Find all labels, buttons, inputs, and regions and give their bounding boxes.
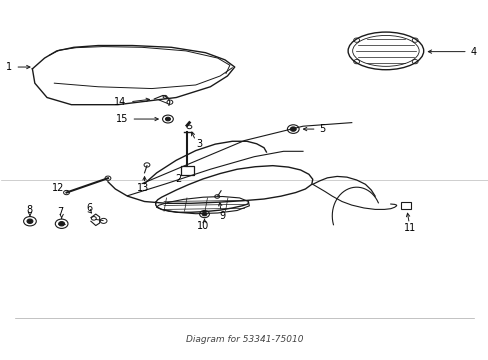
Circle shape xyxy=(290,127,296,131)
Text: 12: 12 xyxy=(51,183,64,193)
Circle shape xyxy=(27,219,33,224)
Text: 14: 14 xyxy=(114,97,126,107)
Text: 1: 1 xyxy=(6,62,13,72)
Text: Diagram for 53341-75010: Diagram for 53341-75010 xyxy=(185,335,303,344)
Circle shape xyxy=(165,117,170,121)
Circle shape xyxy=(202,212,206,216)
Text: 13: 13 xyxy=(137,183,149,193)
Text: 10: 10 xyxy=(197,221,209,231)
Circle shape xyxy=(59,222,64,226)
Text: 4: 4 xyxy=(469,46,476,57)
Text: 3: 3 xyxy=(196,139,203,149)
Text: 11: 11 xyxy=(404,224,416,233)
Text: 6: 6 xyxy=(86,203,92,213)
Text: 2: 2 xyxy=(175,174,182,184)
Text: 7: 7 xyxy=(57,207,63,217)
Text: 15: 15 xyxy=(116,114,128,124)
Bar xyxy=(400,202,410,209)
Text: 8: 8 xyxy=(26,206,32,216)
Text: 5: 5 xyxy=(319,124,325,134)
Text: 9: 9 xyxy=(219,211,225,221)
